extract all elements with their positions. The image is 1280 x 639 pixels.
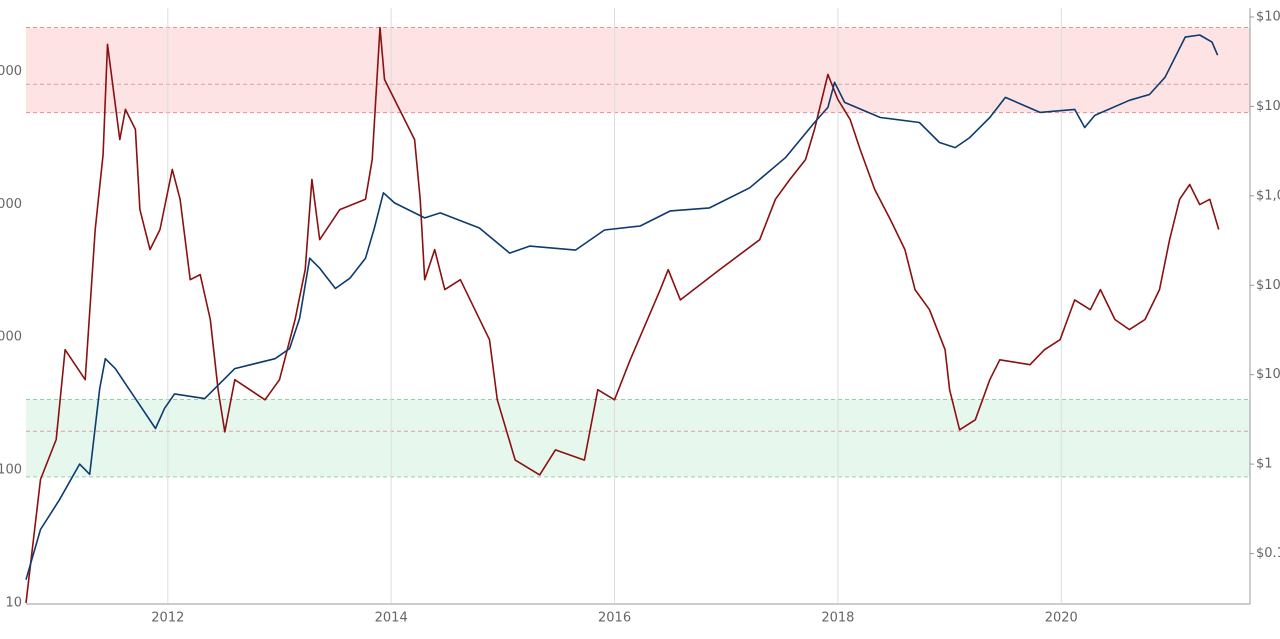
y-tick-label: 100 (0, 463, 22, 478)
y2-tick-label: $100,000 (1256, 9, 1280, 24)
series-line (25, 34, 1219, 580)
x-tick-label: 2014 (375, 611, 408, 626)
x-tick-label: 2016 (598, 611, 631, 626)
y-tick-label: 10 (5, 596, 22, 611)
band (26, 399, 1250, 477)
x-tick-label: 2020 (1045, 611, 1078, 626)
y2-tick-label: $10 (1256, 367, 1280, 382)
y2-tick-label: $1,000 (1256, 188, 1280, 203)
y2-tick-label: $1 (1256, 457, 1273, 472)
x-tick-label: 2018 (821, 611, 854, 626)
series-line (25, 26, 1220, 604)
x-tick-label: 2012 (151, 611, 184, 626)
band (26, 27, 1250, 113)
y2-tick-label: $0.1 (1256, 546, 1280, 561)
y2-tick-label: $10,000 (1256, 99, 1280, 114)
y2-tick-label: $100 (1256, 278, 1280, 293)
